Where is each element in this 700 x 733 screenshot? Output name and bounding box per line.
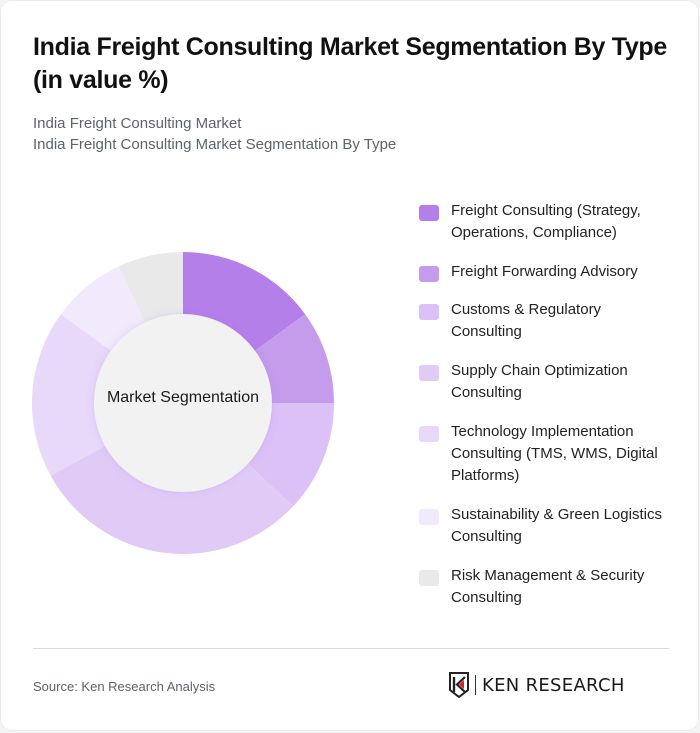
legend-label: Supply Chain Optimization Consulting: [451, 362, 628, 401]
legend-swatch: [419, 426, 439, 442]
legend-item-supply-chain[interactable]: Supply Chain Optimization Consulting: [419, 360, 681, 421]
legend-item-freight-consulting[interactable]: Freight Consulting (Strategy, Operations…: [419, 200, 681, 261]
ken-research-logo: KEN RESEARCH: [448, 672, 625, 698]
subtitle-segmentation: India Freight Consulting Market Segmenta…: [33, 136, 397, 153]
legend-swatch: [419, 570, 439, 586]
legend-swatch: [419, 509, 439, 525]
legend-item-customs-regulatory[interactable]: Customs & Regulatory Consulting: [419, 299, 681, 360]
donut-svg: [31, 252, 334, 554]
chart-subtitle: India Freight Consulting Market India Fr…: [33, 113, 396, 155]
legend-label: Freight Forwarding Advisory: [451, 263, 638, 280]
chart-legend: Freight Consulting (Strategy, Operations…: [419, 200, 681, 626]
ken-research-k-shield-icon: [449, 672, 469, 698]
legend-label: Technology Implementation Consulting (TM…: [451, 423, 658, 484]
donut-center-label: Market Segmentation: [106, 389, 260, 406]
legend-item-technology[interactable]: Technology Implementation Consulting (TM…: [419, 421, 681, 504]
donut-chart: Market Segmentation: [31, 251, 337, 557]
legend-label: Sustainability & Green Logistics Consult…: [451, 506, 662, 545]
legend-label: Customs & Regulatory Consulting: [451, 301, 602, 340]
donut-hole: [94, 314, 272, 492]
source-note: Source: Ken Research Analysis: [33, 679, 216, 694]
legend-item-sustainability[interactable]: Sustainability & Green Logistics Consult…: [419, 504, 681, 565]
legend-label: Risk Management & Security Consulting: [451, 567, 645, 606]
logo-text: KEN RESEARCH: [482, 674, 625, 696]
footer-divider: [33, 648, 669, 649]
legend-swatch: [419, 365, 439, 381]
legend-swatch: [419, 205, 439, 221]
logo-divider: [475, 675, 476, 695]
subtitle-market: India Freight Consulting Market: [33, 115, 242, 132]
legend-label: Freight Consulting (Strategy, Operations…: [451, 202, 641, 241]
legend-item-freight-forwarding[interactable]: Freight Forwarding Advisory: [419, 261, 681, 299]
chart-title: India Freight Consulting Market Segmenta…: [33, 33, 667, 94]
legend-swatch: [419, 266, 439, 282]
legend-item-risk-management[interactable]: Risk Management & Security Consulting: [419, 565, 681, 626]
legend-swatch: [419, 304, 439, 320]
